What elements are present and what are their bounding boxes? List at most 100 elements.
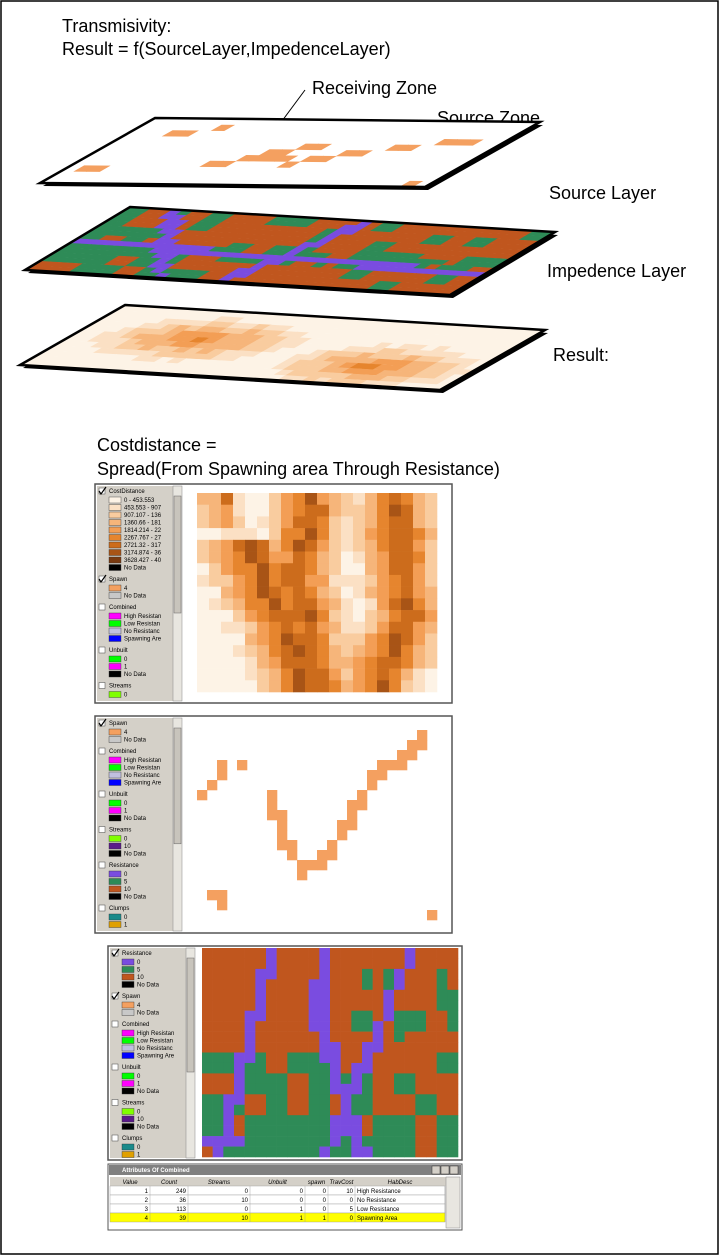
cell <box>162 329 185 336</box>
cell <box>86 358 109 365</box>
map-cell <box>276 1000 288 1011</box>
cell <box>237 228 258 235</box>
cell <box>50 257 70 263</box>
cell <box>266 225 286 231</box>
map-cell <box>245 598 258 611</box>
map-cell <box>244 1094 256 1106</box>
cell <box>152 223 173 230</box>
swatch <box>108 556 122 564</box>
cell <box>360 363 383 370</box>
map-cell <box>197 563 210 576</box>
map-cell <box>377 668 390 681</box>
cell <box>272 235 293 242</box>
cell <box>255 357 278 364</box>
map-cell <box>255 968 267 980</box>
cell <box>367 255 387 262</box>
cell <box>156 362 179 369</box>
legend-item: 1 <box>137 1082 141 1088</box>
map-cell <box>276 1042 288 1053</box>
table-cell: 0 <box>323 1189 327 1195</box>
map-cell <box>372 1115 384 1126</box>
map-cell <box>269 574 282 587</box>
map-cell <box>367 770 378 781</box>
map-cell <box>341 493 354 506</box>
map-cell <box>207 890 218 901</box>
cell <box>245 224 265 230</box>
map-cell <box>293 563 306 576</box>
cell <box>395 365 418 372</box>
table-cell: 1 <box>300 1216 304 1222</box>
cell <box>197 246 217 252</box>
map-cell <box>223 1062 235 1074</box>
map-cell <box>341 656 354 669</box>
map-cell <box>426 1000 437 1011</box>
cell <box>354 235 374 241</box>
cell <box>284 221 304 227</box>
cell <box>248 229 268 235</box>
cell <box>327 258 348 265</box>
map-cell <box>217 770 228 781</box>
map-cell <box>287 1115 299 1126</box>
cell <box>325 361 348 368</box>
cell <box>162 238 182 245</box>
cell <box>363 347 386 354</box>
map-cell <box>413 598 426 611</box>
map-cell <box>367 780 378 791</box>
cell <box>422 278 442 285</box>
cell <box>328 323 351 330</box>
swatch <box>108 612 122 620</box>
map-cell <box>277 810 288 821</box>
map-cell <box>305 539 318 552</box>
map-cell <box>365 645 378 658</box>
cell <box>290 359 313 366</box>
cell <box>185 260 205 266</box>
cell <box>214 321 237 328</box>
cell <box>127 349 150 356</box>
cell <box>515 334 538 341</box>
swatch <box>121 1029 135 1037</box>
checkbox <box>111 1063 119 1071</box>
cell <box>284 326 307 333</box>
map-cell <box>212 1136 224 1147</box>
map-cell <box>351 1021 363 1032</box>
map-cell <box>415 1073 427 1085</box>
cell <box>468 271 489 278</box>
cell <box>239 248 259 254</box>
map-cell <box>447 1052 459 1064</box>
map-cell <box>426 1094 437 1106</box>
cell <box>350 245 370 251</box>
map-cell <box>298 1104 309 1116</box>
cell <box>354 374 377 381</box>
map-cell <box>351 948 363 959</box>
cell <box>145 262 166 269</box>
cell <box>477 252 498 259</box>
table-cell: 5 <box>350 1207 354 1213</box>
title-bar <box>109 1165 461 1175</box>
cell <box>130 355 153 362</box>
cell <box>256 259 276 265</box>
map-cell <box>426 1010 437 1022</box>
map-cell <box>365 528 378 541</box>
cell <box>465 347 488 354</box>
map-cell <box>221 574 234 587</box>
map-cell <box>234 1031 245 1043</box>
cell <box>220 333 243 340</box>
cell <box>240 233 261 240</box>
cell <box>200 315 223 322</box>
cell <box>378 353 401 360</box>
cell <box>188 359 211 366</box>
map-cell <box>397 760 408 771</box>
map-cell <box>257 598 270 611</box>
map-cell <box>287 840 298 851</box>
cell <box>433 230 453 236</box>
legend-item: 2721.32 - 317 <box>124 543 162 549</box>
swatch <box>108 541 122 549</box>
cell <box>393 282 413 288</box>
map-cell <box>255 1062 267 1074</box>
map-cell <box>383 1104 395 1116</box>
cell <box>262 234 282 241</box>
cell <box>139 350 161 357</box>
map-cell <box>255 1104 267 1116</box>
map-cell <box>276 968 288 980</box>
map-cell <box>436 1042 448 1053</box>
